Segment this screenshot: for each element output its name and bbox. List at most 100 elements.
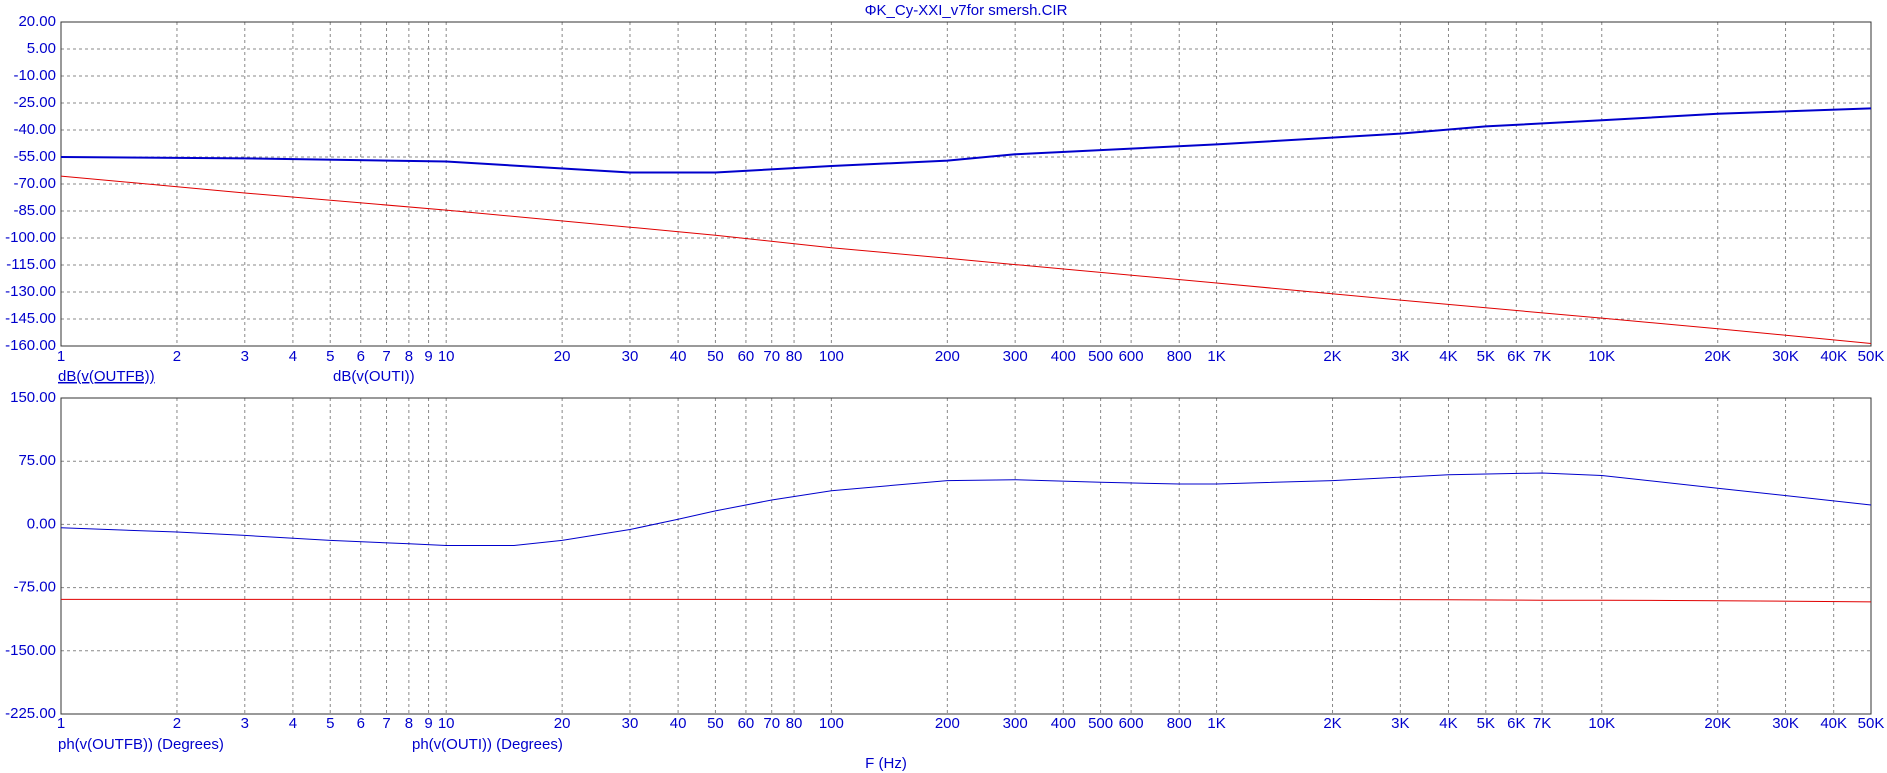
x-tick-label: 600 <box>1119 715 1144 732</box>
y-tick-label: 75.00 <box>18 452 56 469</box>
x-tick-label: 9 <box>424 715 432 732</box>
x-tick-label: 9 <box>424 348 432 365</box>
x-tick-label: 20K <box>1704 348 1731 365</box>
x-tick-label: 5K <box>1477 715 1495 732</box>
x-tick-label: 7K <box>1533 348 1551 365</box>
x-tick-label: 8 <box>405 348 413 365</box>
series-line <box>61 598 1872 603</box>
series-line <box>60 175 1872 344</box>
x-tick-label: 3 <box>241 348 249 365</box>
x-tick-label: 1K <box>1207 348 1225 365</box>
y-tick-label: -160.00 <box>5 337 56 354</box>
x-tick-label: 70 <box>763 348 780 365</box>
x-tick-label: 2 <box>173 348 181 365</box>
x-tick-label: 200 <box>935 348 960 365</box>
x-axis-label: F (Hz) <box>865 755 907 772</box>
legend-label: dB(v(OUTI)) <box>333 368 415 385</box>
x-tick-label: 20K <box>1704 715 1731 732</box>
x-tick-label: 6K <box>1507 348 1525 365</box>
x-tick-label: 6 <box>357 715 365 732</box>
x-tick-label: 80 <box>786 348 803 365</box>
x-tick-label: 3K <box>1391 715 1409 732</box>
x-tick-label: 1 <box>57 715 65 732</box>
x-tick-label: 60 <box>738 715 755 732</box>
x-tick-label: 300 <box>1003 348 1028 365</box>
x-tick-label: 1 <box>57 348 65 365</box>
x-tick-label: 600 <box>1119 348 1144 365</box>
x-tick-label: 100 <box>819 348 844 365</box>
x-tick-label: 30 <box>622 715 639 732</box>
x-tick-label: 7 <box>382 348 390 365</box>
x-tick-label: 70 <box>763 715 780 732</box>
x-tick-label: 80 <box>786 715 803 732</box>
x-tick-label: 400 <box>1051 715 1076 732</box>
x-tick-label: 10K <box>1588 715 1615 732</box>
y-tick-label: -150.00 <box>5 642 56 659</box>
x-tick-label: 40K <box>1820 715 1847 732</box>
y-tick-label: -115.00 <box>6 256 56 273</box>
plot-frame <box>60 21 1872 347</box>
x-tick-label: 400 <box>1051 348 1076 365</box>
y-tick-label: -70.00 <box>13 175 56 192</box>
chart-title: ΦK_Cy-XXI_v7for smersh.CIR <box>865 2 1068 19</box>
x-tick-label: 50 <box>707 348 724 365</box>
plot-frame <box>60 397 1872 715</box>
y-tick-label: 20.00 <box>18 13 56 30</box>
y-tick-label: 0.00 <box>27 515 56 532</box>
x-tick-label: 30K <box>1772 348 1799 365</box>
x-tick-label: 500 <box>1088 715 1113 732</box>
x-tick-label: 300 <box>1003 715 1028 732</box>
x-tick-label: 200 <box>935 715 960 732</box>
y-tick-label: -10.00 <box>13 67 56 84</box>
x-tick-label: 7K <box>1533 715 1551 732</box>
y-tick-label: -145.00 <box>5 310 56 327</box>
y-tick-label: 150.00 <box>10 389 56 406</box>
y-tick-label: -75.00 <box>13 579 56 596</box>
x-tick-label: 4K <box>1439 348 1457 365</box>
x-tick-label: 40 <box>670 348 687 365</box>
y-tick-label: -130.00 <box>5 283 56 300</box>
x-tick-label: 3K <box>1391 348 1409 365</box>
x-tick-label: 60 <box>738 348 755 365</box>
legend-label: ph(v(OUTI)) (Degrees) <box>412 736 563 753</box>
x-tick-label: 10K <box>1588 348 1615 365</box>
x-tick-label: 30K <box>1772 715 1799 732</box>
x-tick-label: 800 <box>1167 715 1192 732</box>
x-tick-label: 3 <box>241 715 249 732</box>
y-tick-label: -25.00 <box>13 94 56 111</box>
x-tick-label: 50K <box>1858 715 1885 732</box>
x-tick-label: 6 <box>357 348 365 365</box>
x-tick-label: 4 <box>289 715 297 732</box>
y-tick-label: -85.00 <box>13 202 56 219</box>
x-tick-label: 6K <box>1507 715 1525 732</box>
legend-label: ph(v(OUTFB)) (Degrees) <box>58 736 224 753</box>
x-tick-label: 5 <box>326 348 334 365</box>
x-tick-label: 2K <box>1323 348 1341 365</box>
x-tick-label: 8 <box>405 715 413 732</box>
y-tick-label: -55.00 <box>13 148 56 165</box>
series-line <box>60 107 1872 174</box>
x-tick-label: 20 <box>554 348 571 365</box>
x-tick-label: 50K <box>1858 348 1885 365</box>
x-tick-label: 40 <box>670 715 687 732</box>
y-tick-label: 5.00 <box>27 40 56 57</box>
x-tick-label: 5K <box>1477 348 1495 365</box>
x-tick-label: 20 <box>554 715 571 732</box>
x-tick-label: 800 <box>1167 348 1192 365</box>
x-tick-label: 100 <box>819 715 844 732</box>
x-tick-label: 7 <box>382 715 390 732</box>
x-tick-label: 30 <box>622 348 639 365</box>
x-tick-label: 500 <box>1088 348 1113 365</box>
series-line <box>60 472 1872 546</box>
x-tick-label: 50 <box>707 715 724 732</box>
x-tick-label: 2K <box>1323 715 1341 732</box>
x-tick-label: 2 <box>173 715 181 732</box>
x-tick-label: 40K <box>1820 348 1847 365</box>
x-tick-label: 4 <box>289 348 297 365</box>
y-tick-label: -40.00 <box>13 121 56 138</box>
x-tick-label: 1K <box>1207 715 1225 732</box>
x-tick-label: 10 <box>438 715 455 732</box>
x-tick-label: 5 <box>326 715 334 732</box>
x-tick-label: 10 <box>438 348 455 365</box>
